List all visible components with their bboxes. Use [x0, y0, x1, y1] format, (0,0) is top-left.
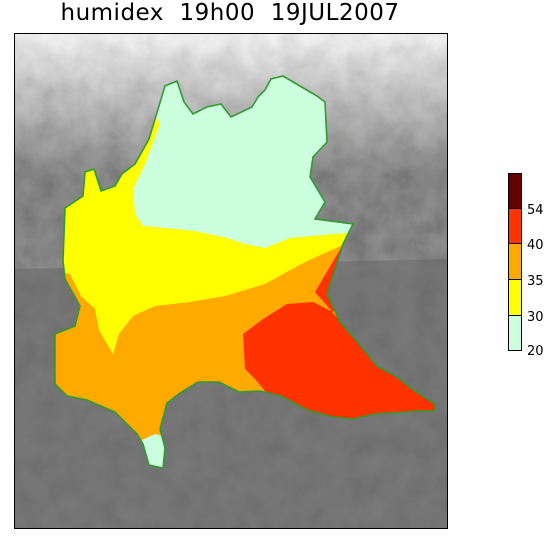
legend-tick-30: 30 [527, 310, 544, 325]
map-canvas [15, 34, 447, 528]
legend-tick-54: 54 [527, 203, 544, 218]
legend-box-30-35 [508, 279, 522, 316]
map-title: humidex 19h00 19JUL2007 [60, 0, 400, 26]
legend-tick-20: 20 [527, 344, 544, 359]
color-legend: 54 40 35 30 20 [508, 173, 560, 363]
legend-box-20-30 [508, 315, 522, 351]
map-frame [14, 33, 448, 529]
legend-box-54-plus [508, 173, 522, 209]
region-border [54, 75, 436, 469]
legend-tick-40: 40 [527, 238, 544, 253]
legend-box-35-40 [508, 243, 522, 280]
legend-tick-35: 35 [527, 274, 544, 289]
legend-box-40-54 [508, 208, 522, 244]
